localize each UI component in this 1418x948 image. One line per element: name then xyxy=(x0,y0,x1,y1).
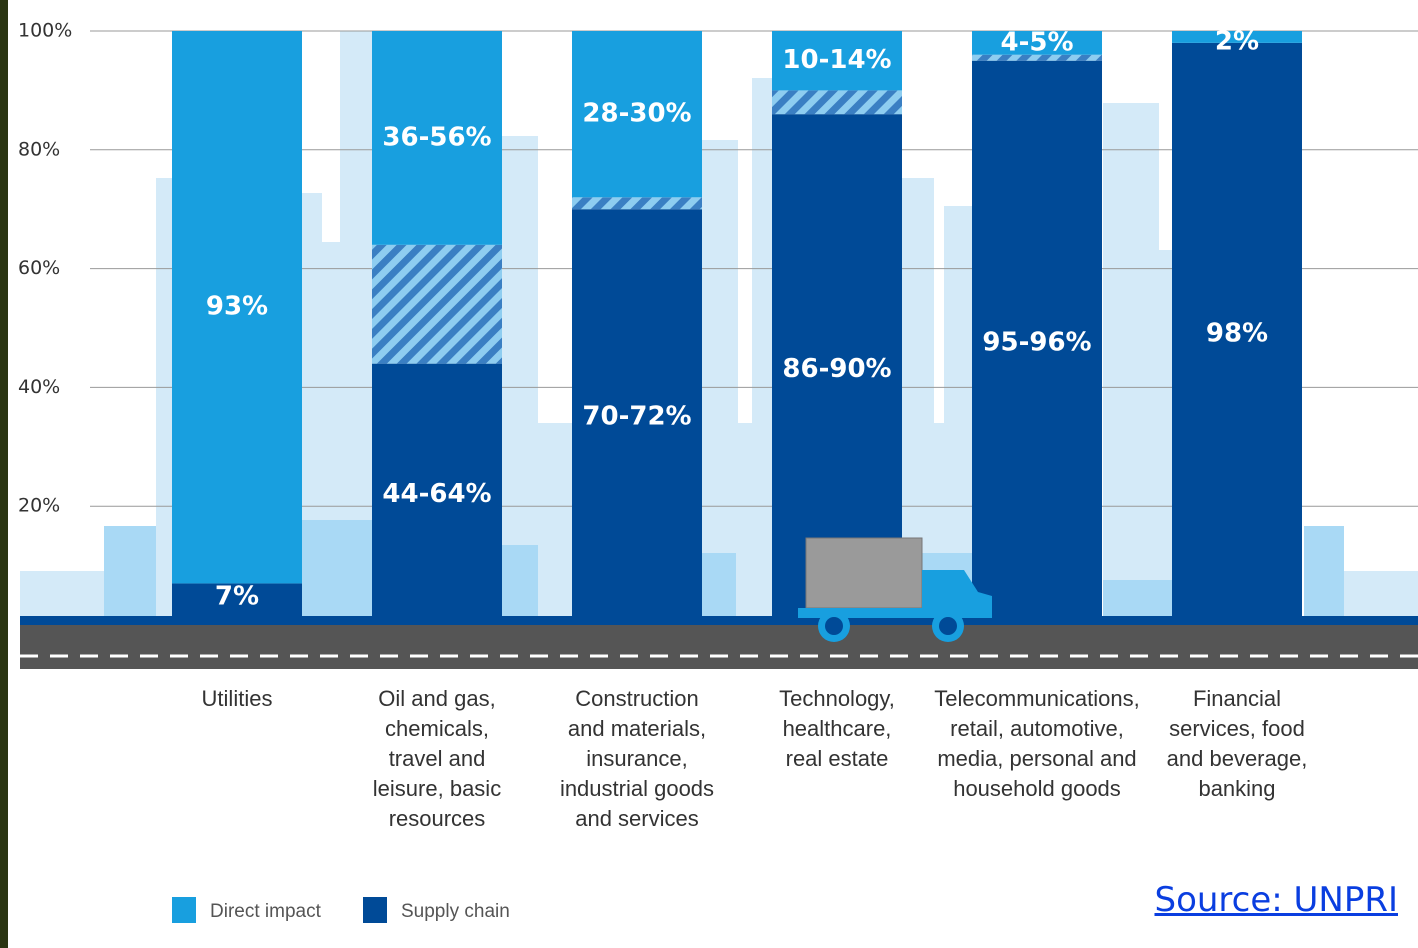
road xyxy=(20,616,1418,669)
supply-bar xyxy=(572,209,702,625)
legend: Direct impact Supply chain xyxy=(172,897,510,923)
bar-value-label: 36-56% xyxy=(382,122,491,152)
bar-value-label: 7% xyxy=(215,582,259,612)
range-hatch xyxy=(572,197,702,210)
supply-bar xyxy=(1172,42,1302,625)
category-label: Construction and materials, insurance, i… xyxy=(559,686,715,831)
bar-value-label: 70-72% xyxy=(582,402,691,432)
supply-bar xyxy=(972,60,1102,625)
bar-value-label: 10-14% xyxy=(782,45,891,75)
legend-swatch xyxy=(363,897,387,923)
chart-page: 20% 40% 60% 80% 100% 7% 93% 44-64% 36-56% 70-72%… xyxy=(8,0,1418,948)
category-label: Utilities xyxy=(201,686,273,711)
bar-value-label: 86-90% xyxy=(782,354,891,384)
legend-swatch xyxy=(172,897,196,923)
range-hatch xyxy=(372,244,502,364)
direct-bar xyxy=(372,31,502,245)
supply-bar xyxy=(372,363,502,625)
direct-bar xyxy=(572,31,702,198)
truck xyxy=(798,537,992,642)
legend-label: Direct impact xyxy=(210,901,322,922)
bar-value-label: 98% xyxy=(1206,318,1268,348)
bar-value-label: 44-64% xyxy=(382,479,491,509)
range-hatch xyxy=(772,90,902,115)
direct-bar xyxy=(972,31,1102,55)
direct-bar xyxy=(172,31,302,584)
range-hatch xyxy=(972,54,1102,61)
y-tick-label: 80% xyxy=(18,138,60,160)
chart: 20% 40% 60% 80% 100% 7% 93% 44-64% 36-56% 70-72%… xyxy=(18,20,1418,923)
y-tick-label: 100% xyxy=(18,20,72,42)
category-label: Technology, healthcare, real estate xyxy=(779,686,895,771)
direct-bar xyxy=(772,31,902,91)
legend-label: Supply chain xyxy=(401,901,510,922)
bars: 7% 93% 44-64% 36-56% 70-72% 28-30% 86-90% 10-14… xyxy=(172,27,1302,625)
category-label: Oil and gas, chemicals, travel and leisu… xyxy=(372,686,502,831)
y-tick-label: 40% xyxy=(18,376,60,398)
direct-bar xyxy=(1172,31,1302,43)
y-tick-label: 20% xyxy=(18,495,60,517)
bar-value-label: 28-30% xyxy=(582,99,691,129)
category-label: Telecommunications, retail, automotive, … xyxy=(934,686,1140,801)
bar-value-label: 93% xyxy=(206,292,268,322)
bar-value-label: 2% xyxy=(1215,27,1259,57)
y-tick-label: 60% xyxy=(18,257,60,279)
skyline xyxy=(20,31,1418,625)
category-label: Financial services, food and beverage, b… xyxy=(1166,686,1308,801)
bar-value-label: 4-5% xyxy=(1000,27,1073,57)
source-link[interactable]: Source: UNPRI xyxy=(1154,880,1398,920)
bar-value-label: 95-96% xyxy=(982,327,1091,357)
